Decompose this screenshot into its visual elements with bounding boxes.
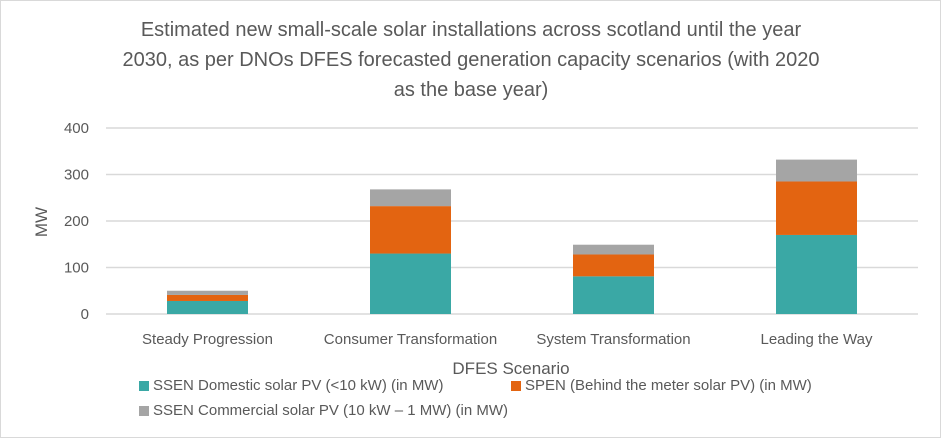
x-tick-labels: Steady Progression Consumer Transformatio…	[142, 331, 873, 348]
y-tick-labels: 0 100 200 300 400	[64, 120, 89, 323]
bar-segment[interactable]	[370, 189, 451, 207]
bar-segment[interactable]	[573, 244, 654, 255]
chart-title-line-2: 2030, as per DNOs DFES forecasted genera…	[122, 49, 820, 71]
bar-segment[interactable]	[167, 290, 248, 295]
bar-segment[interactable]	[370, 253, 451, 314]
bar-segment[interactable]	[573, 276, 654, 314]
x-tick-label: Steady Progression	[142, 331, 273, 348]
legend-label: SPEN (Behind the meter solar PV) (in MW)	[525, 377, 812, 394]
legend-item-spen[interactable]: SPEN (Behind the meter solar PV) (in MW)	[511, 377, 812, 394]
x-axis-title: DFES Scenario	[452, 359, 569, 378]
legend-swatch	[139, 380, 149, 391]
bar-segment[interactable]	[167, 294, 248, 301]
legend-swatch	[511, 380, 521, 391]
y-tick-label: 100	[64, 260, 89, 277]
y-axis-title: MW	[32, 207, 51, 237]
bar-segment[interactable]	[776, 234, 857, 314]
legend-item-ssen-domestic[interactable]: SSEN Domestic solar PV (<10 kW) (in MW)	[139, 377, 443, 394]
y-tick-label: 200	[64, 213, 89, 230]
y-tick-label: 0	[81, 306, 89, 323]
y-tick-label: 300	[64, 167, 89, 184]
bar-segment[interactable]	[573, 254, 654, 277]
bars	[167, 159, 857, 314]
bar-segment[interactable]	[776, 159, 857, 182]
legend-label: SSEN Domestic solar PV (<10 kW) (in MW)	[153, 377, 444, 394]
x-tick-label: Consumer Transformation	[324, 331, 497, 348]
bar-segment[interactable]	[370, 206, 451, 254]
x-tick-label: System Transformation	[536, 331, 690, 348]
legend-label: SSEN Commercial solar PV (10 kW – 1 MW) …	[153, 402, 509, 419]
bar-segment[interactable]	[167, 300, 248, 314]
legend-swatch	[139, 405, 149, 416]
legend-item-ssen-commercial[interactable]: SSEN Commercial solar PV (10 kW – 1 MW) …	[139, 402, 508, 419]
chart-title-line-1: Estimated new small-scale solar installa…	[140, 19, 802, 41]
chart-title: Estimated new small-scale solar installa…	[101, 15, 841, 105]
x-tick-label: Leading the Way	[760, 331, 873, 348]
chart-title-line-3: as the base year)	[393, 79, 549, 101]
bar-segment[interactable]	[776, 181, 857, 235]
y-tick-label: 400	[64, 120, 89, 137]
